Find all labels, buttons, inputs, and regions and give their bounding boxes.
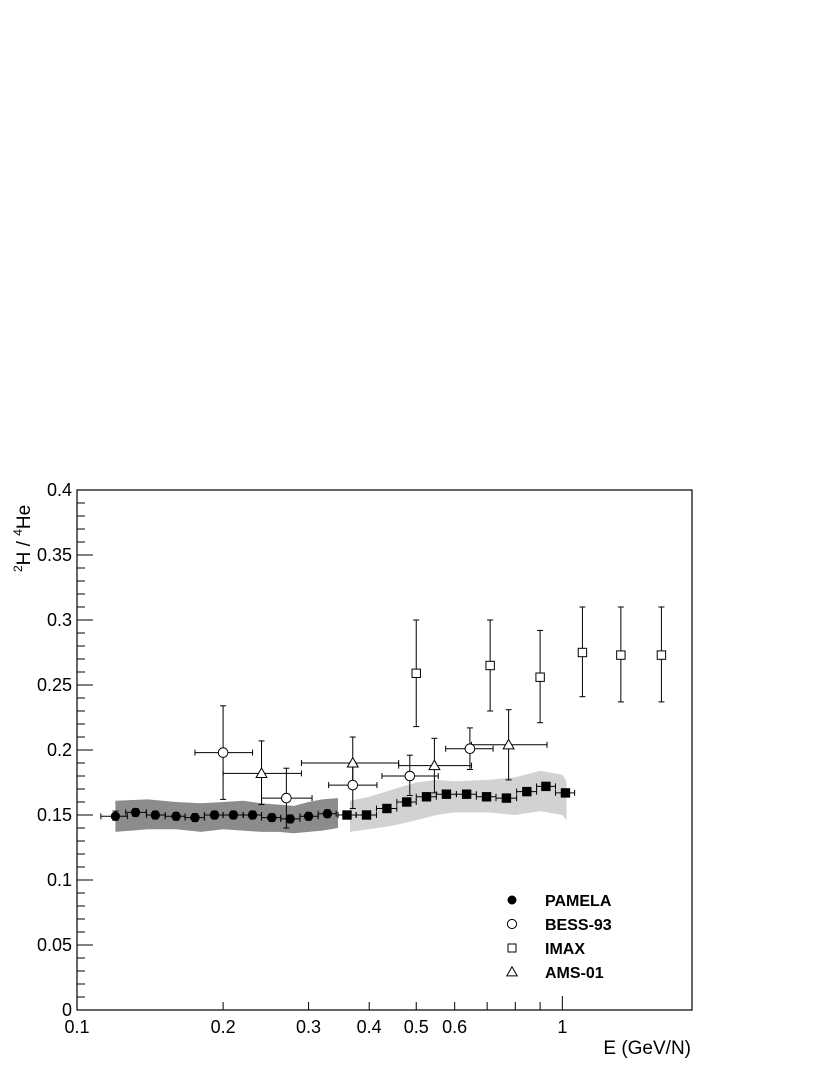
x-tick-label: 0.1 xyxy=(64,1017,89,1037)
pamela-calorimeter-point xyxy=(421,792,432,802)
x-tick-label: 0.2 xyxy=(211,1017,236,1037)
ams-01-point xyxy=(428,759,441,771)
systematic-band-2 xyxy=(349,770,567,832)
x-tick-label: 0.3 xyxy=(296,1017,321,1037)
legend-label-imax: IMAX xyxy=(545,941,585,958)
y-tick-label: 0.4 xyxy=(47,480,72,500)
legend-marker-bess-93 xyxy=(506,918,518,930)
pamela-calorimeter-point xyxy=(342,810,352,820)
pamela-calorimeter-point xyxy=(361,810,372,820)
x-axis-label: E (GeV/N) xyxy=(603,1038,691,1059)
x-tick-label: 0.6 xyxy=(442,1017,467,1037)
pamela-calorimeter-point xyxy=(441,789,452,799)
bess-93-point xyxy=(404,770,416,782)
pamela-point xyxy=(285,814,295,824)
y-tick-label: 0.3 xyxy=(47,610,72,630)
pamela-point xyxy=(209,810,220,820)
legend-marker-imax xyxy=(507,943,517,953)
y-label-sup-1: 2 xyxy=(11,565,25,572)
pamela-calorimeter-point xyxy=(541,781,551,792)
pamela-calorimeter-point xyxy=(501,793,512,803)
pamela-point xyxy=(110,811,121,821)
imax-point xyxy=(577,647,588,658)
legend-label-bess-93: BESS-93 xyxy=(545,917,612,934)
ams-01-point xyxy=(255,766,268,778)
systematic-band-1 xyxy=(115,798,339,834)
imax-point xyxy=(535,672,545,682)
y-tick-label: 0 xyxy=(62,1000,72,1020)
imax-point xyxy=(485,660,495,671)
y-tick-label: 0.35 xyxy=(37,545,72,565)
bess-93-point xyxy=(464,743,476,755)
imax-point xyxy=(616,650,626,660)
y-tick-label: 0.05 xyxy=(37,935,72,955)
y-axis-label: 2H / 4He xyxy=(11,505,35,572)
y-tick-label: 0.2 xyxy=(47,740,72,760)
pamela-calorimeter-point xyxy=(382,803,392,814)
y-axis-ticks: 0 0.05 0.1 0.15 0.2 0.25 0.3 0.35 0.4 xyxy=(37,480,93,1020)
legend-label-pamela: PAMELA xyxy=(545,893,612,910)
legend-marker-pamela xyxy=(507,895,517,905)
pamela-calorimeter-point xyxy=(481,792,492,802)
pamela-point xyxy=(247,810,258,820)
y-tick-label: 0.25 xyxy=(37,675,72,695)
bess-93-point xyxy=(217,747,229,758)
y-tick-label: 0.15 xyxy=(37,805,72,825)
imax-point xyxy=(411,668,421,678)
bess-93-point xyxy=(281,792,292,804)
y-tick-label: 0.1 xyxy=(47,870,72,890)
pamela-point xyxy=(190,812,200,823)
pamela-point xyxy=(303,811,314,821)
x-axis-ticks: 0.1 0.2 0.3 0.4 0.5 0.6 1 xyxy=(64,996,567,1037)
pamela-calorimeter-point xyxy=(522,786,532,797)
bess-93-point xyxy=(347,779,359,791)
pamela-point xyxy=(267,812,277,823)
x-tick-label: 0.5 xyxy=(404,1017,429,1037)
y-label-main-2: He xyxy=(14,505,35,529)
y-label-main-1: H / xyxy=(14,536,35,566)
systematic-bands xyxy=(115,770,567,834)
legend-marker-ams-01 xyxy=(505,965,519,977)
legend: PAMELA BESS-93 IMAX AMS-01 xyxy=(505,893,612,982)
ams-01-point xyxy=(346,756,360,768)
pamela-point xyxy=(130,807,141,818)
x-tick-label: 1 xyxy=(557,1017,567,1037)
legend-label-ams-01: AMS-01 xyxy=(545,965,604,982)
pamela-calorimeter-point xyxy=(461,789,472,799)
pamela-point xyxy=(228,810,239,820)
imax-point xyxy=(656,650,667,660)
pamela-point xyxy=(171,811,181,821)
y-label-sup-2: 4 xyxy=(11,529,25,536)
pamela-calorimeter-point xyxy=(560,788,571,798)
pamela-point xyxy=(322,809,333,819)
x-tick-label: 0.4 xyxy=(357,1017,382,1037)
ams-01-point xyxy=(502,738,515,750)
data-markers xyxy=(110,647,667,824)
pamela-point xyxy=(150,810,161,820)
pamela-calorimeter-point xyxy=(402,797,412,807)
